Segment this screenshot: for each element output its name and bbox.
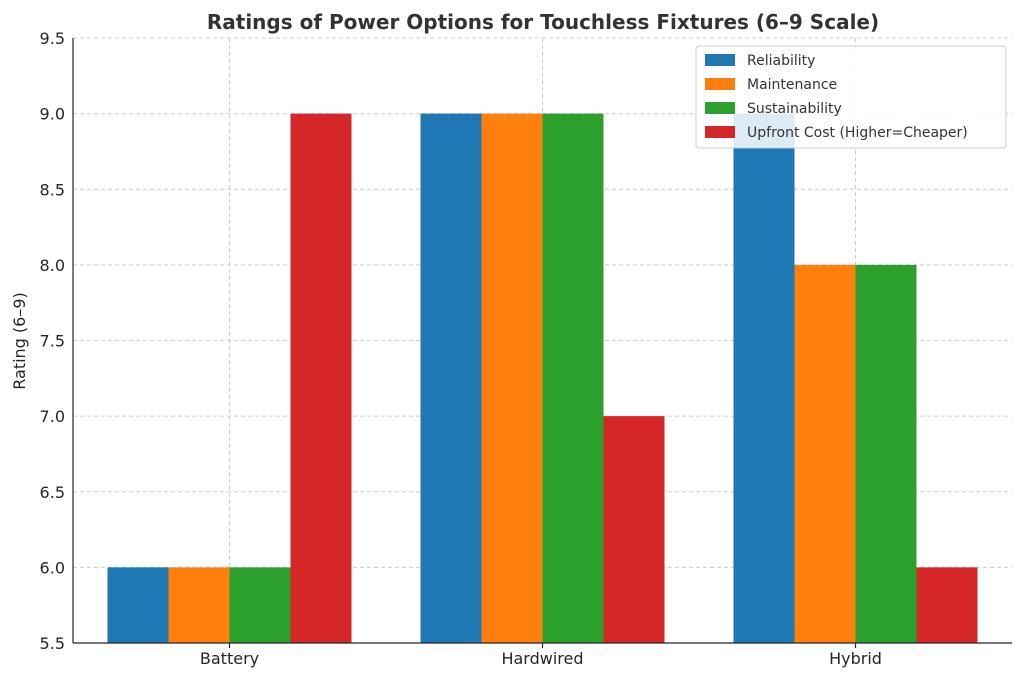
bar-hardwired-sustainability: [542, 113, 604, 643]
bars-layer: [107, 113, 978, 643]
bar-hybrid-maintenance: [794, 264, 856, 643]
bar-battery-reliability: [107, 567, 169, 643]
legend-label: Sustainability: [747, 101, 842, 117]
x-tick-label: Hybrid: [829, 649, 882, 668]
axes-layer: 5.5 6.0 6.5 7.0 7.5 8.0 8.5 9.0 9.5 Battery Hardwi…: [40, 29, 1012, 668]
y-tick-label: 7.5: [40, 332, 65, 351]
legend: Reliability Maintenance Sustainability Upfr…: [695, 45, 1007, 149]
legend-box: [695, 45, 1007, 149]
y-tick-label: 6.5: [40, 483, 65, 502]
y-tick-label: 5.5: [40, 634, 65, 653]
bar-hybrid-upfront: [916, 567, 978, 643]
x-tick-label: Battery: [200, 649, 259, 668]
chart-title: Ratings of Power Options for Touchless F…: [207, 10, 879, 34]
bar-hardwired-reliability: [420, 113, 482, 643]
y-tick-label: 8.0: [40, 256, 65, 275]
legend-swatch: [705, 126, 735, 138]
y-axis-label: Rating (6–9): [10, 292, 29, 390]
bar-hardwired-maintenance: [481, 113, 543, 643]
bar-hybrid-reliability: [733, 113, 795, 643]
legend-label: Maintenance: [747, 77, 837, 93]
y-tick-label: 7.0: [40, 407, 65, 426]
legend-swatch: [705, 78, 735, 90]
x-tick-label: Hardwired: [501, 649, 583, 668]
bar-hardwired-upfront: [603, 416, 665, 643]
y-tick-label: 9.5: [40, 29, 65, 48]
legend-label: Upfront Cost (Higher=Cheaper): [747, 125, 968, 141]
legend-swatch: [705, 54, 735, 66]
y-tick-label: 8.5: [40, 180, 65, 199]
bar-hybrid-sustainability: [855, 264, 917, 643]
y-tick-label: 6.0: [40, 558, 65, 577]
bar-battery-sustainability: [229, 567, 291, 643]
legend-label: Reliability: [747, 53, 815, 69]
legend-swatch: [705, 102, 735, 114]
y-tick-label: 9.0: [40, 105, 65, 124]
bar-battery-maintenance: [168, 567, 230, 643]
bar-battery-upfront: [290, 113, 352, 643]
